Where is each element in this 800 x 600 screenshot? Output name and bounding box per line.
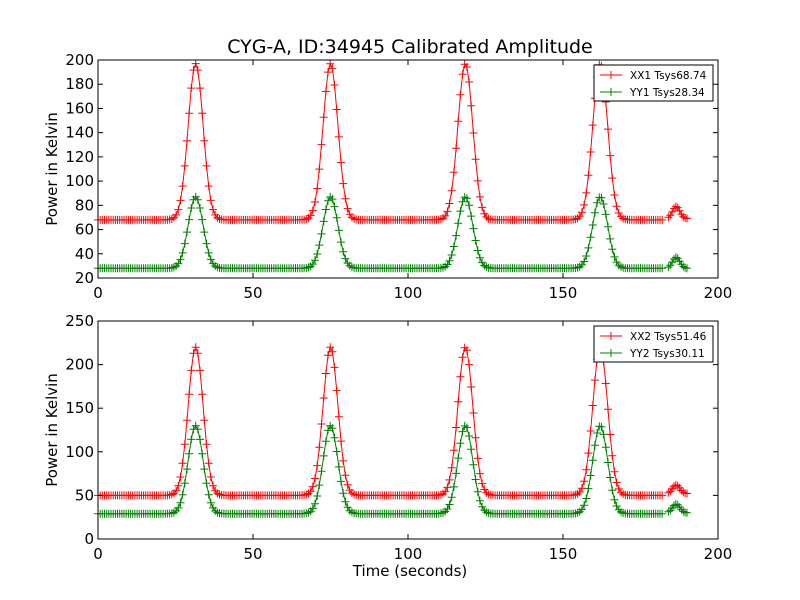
legend-label: XX2 Tsys51.46 (630, 331, 707, 343)
top-y-axis-label: Power in Kelvin (43, 112, 61, 226)
y-tick-label: 140 (65, 124, 94, 142)
y-tick-label: 120 (65, 148, 94, 166)
x-tick-label: 200 (704, 545, 733, 563)
series-line (98, 196, 663, 269)
x-tick-label: 50 (243, 284, 262, 302)
y-tick-label: 200 (65, 356, 94, 374)
series-line (98, 345, 663, 496)
series-yy1 (94, 192, 691, 273)
y-tick-label: 80 (75, 196, 94, 214)
series-xx2 (94, 343, 691, 500)
legend-marker (607, 349, 615, 357)
series-markers (94, 343, 691, 500)
legend-marker (607, 88, 615, 96)
y-tick-label: 100 (65, 443, 94, 461)
x-tick-label: 150 (549, 545, 578, 563)
x-tick-label: 200 (704, 284, 733, 302)
series-line (98, 62, 663, 221)
series-markers (94, 421, 691, 518)
y-tick-label: 180 (65, 75, 94, 93)
legend-label: YY1 Tsys28.34 (629, 87, 705, 99)
y-tick-label: 40 (75, 245, 94, 263)
chart-title: CYG-A, ID:34945 Calibrated Amplitude (227, 36, 592, 58)
y-tick-label: 160 (65, 99, 94, 117)
legend-label: XX1 Tsys68.74 (630, 70, 707, 82)
x-tick-label: 0 (93, 545, 103, 563)
y-tick-label: 50 (75, 486, 94, 504)
legend-label: YY2 Tsys30.11 (629, 348, 705, 360)
x-tick-label: 0 (93, 284, 103, 302)
x-tick-label: 150 (549, 284, 578, 302)
series-line (98, 424, 663, 515)
y-tick-label: 0 (84, 530, 94, 548)
legend-box (593, 325, 714, 363)
top-legend: XX1 Tsys68.74 YY1 Tsys28.34 (593, 64, 714, 102)
y-tick-label: 150 (65, 399, 94, 417)
x-axis-label: Time (seconds) (352, 562, 468, 580)
legend-marker (607, 332, 615, 340)
y-tick-label: 20 (75, 269, 94, 287)
top-plot: 0 50 100 150 200 20 40 60 80 100 120 140 160 180 200 P… (43, 51, 732, 302)
y-tick-label: 200 (65, 51, 94, 69)
y-tick-label: 60 (75, 221, 94, 239)
x-tick-label: 100 (394, 284, 423, 302)
bottom-plot: 0 50 100 150 200 0 50 100 150 200 250 Power in Kel… (43, 312, 732, 580)
legend-marker (607, 71, 615, 79)
series-yy2 (94, 421, 691, 518)
legend-box (593, 64, 714, 102)
bottom-legend: XX2 Tsys51.46 YY2 Tsys30.11 (593, 325, 714, 363)
bottom-y-axis-label: Power in Kelvin (43, 373, 61, 487)
y-tick-label: 100 (65, 172, 94, 190)
y-tick-label: 250 (65, 312, 94, 330)
x-tick-label: 50 (243, 545, 262, 563)
x-tick-label: 100 (394, 545, 423, 563)
series-markers (94, 192, 691, 273)
